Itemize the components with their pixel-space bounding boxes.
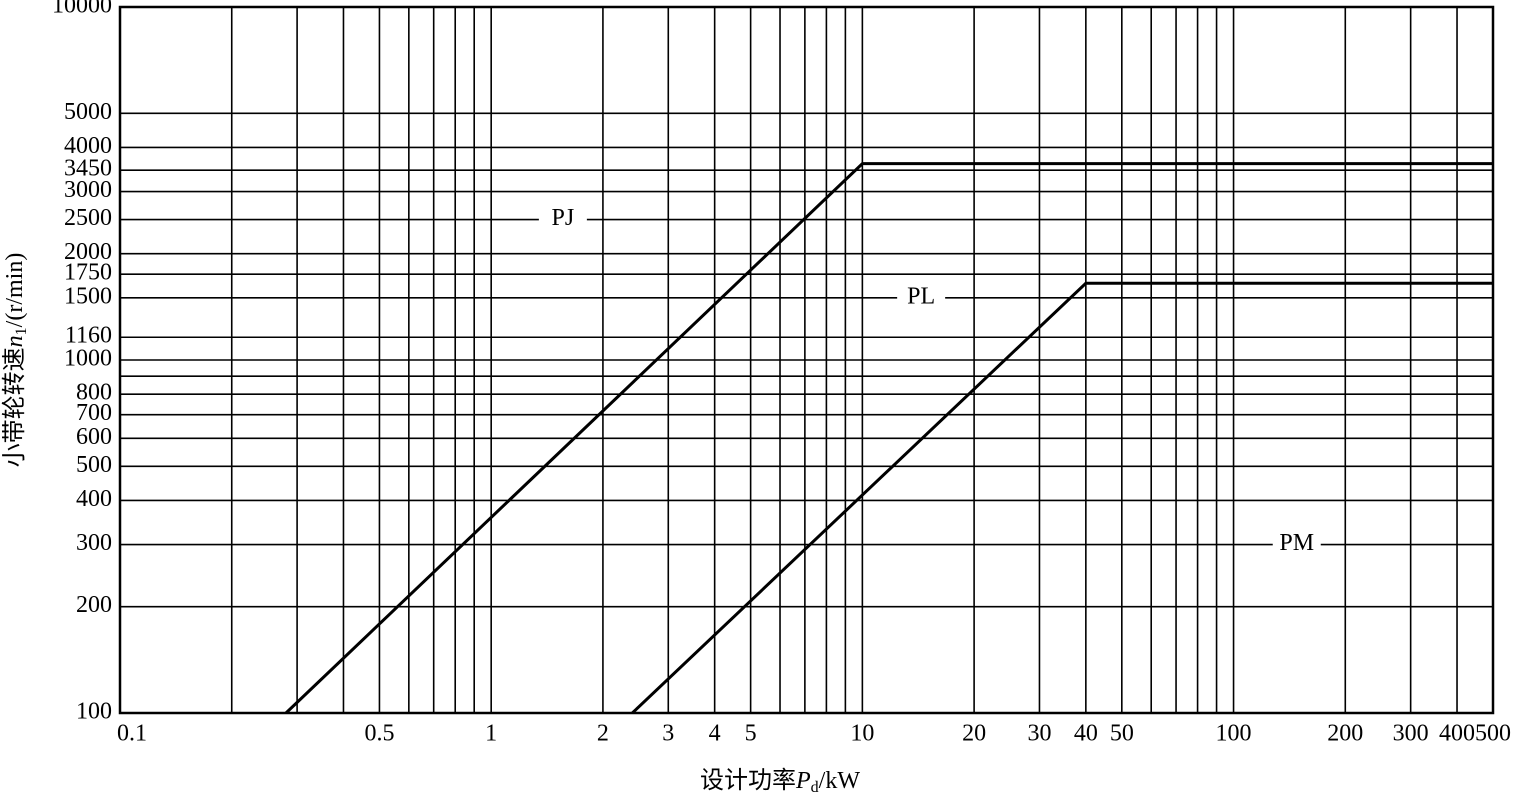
- x-tick-label: 300: [1393, 721, 1429, 747]
- plot-frame: [118, 5, 1495, 715]
- y-tick-label: 500: [76, 452, 112, 478]
- x-tick-label: 400: [1439, 721, 1475, 747]
- y-tick-label: 600: [76, 424, 112, 450]
- label-background: [538, 205, 587, 234]
- y-tick-label: 200: [76, 592, 112, 618]
- y-tick-label: 300: [76, 530, 112, 556]
- y-title-part: n: [2, 335, 28, 347]
- boundary-line: [284, 162, 1493, 715]
- y-tick-label: 1500: [64, 283, 112, 309]
- boundary-line: [631, 281, 1493, 715]
- x-tick-label: 10: [850, 721, 874, 747]
- x-tick-label: 4: [709, 721, 721, 747]
- y-tick-label: 1750: [64, 260, 112, 286]
- y-tick-label: 100: [76, 699, 112, 725]
- x-tick-label: 5: [745, 721, 757, 747]
- x-title-part: /kW: [819, 768, 861, 794]
- y-tick-label: 3450: [64, 156, 112, 182]
- y-tick-label: 700: [76, 400, 112, 426]
- x-tick-label: 0.1: [117, 721, 147, 747]
- y-title-part: 1: [13, 327, 30, 335]
- y-axis-title: 小带轮转速n1/(r/min): [1, 253, 30, 468]
- y-title-part: 小带轮转速: [1, 347, 28, 467]
- y-tick-label: 400: [76, 486, 112, 512]
- x-tick-label: 40: [1074, 721, 1098, 747]
- y-tick-label: 1000: [64, 346, 112, 372]
- x-tick-label: 100: [1216, 721, 1252, 747]
- y-tick-label: 5000: [64, 99, 112, 125]
- y-tick-label: 800: [76, 380, 112, 406]
- x-tick-label: 3: [662, 721, 674, 747]
- label-background: [897, 283, 946, 312]
- y-tick-label: 10000: [52, 0, 112, 19]
- region-label: PM: [1279, 530, 1314, 556]
- x-tick-label: 200: [1327, 721, 1363, 747]
- x-title-part: d: [811, 779, 819, 796]
- label-background: [1272, 530, 1321, 559]
- region-label: PL: [907, 283, 935, 309]
- x-tick-label: 2: [597, 721, 609, 747]
- x-tick-label: 0.5: [364, 721, 394, 747]
- y-tick-label: 3000: [64, 177, 112, 203]
- x-tick-label: 1: [485, 721, 497, 747]
- y-title-part: /(r/min): [2, 253, 28, 328]
- y-tick-label: 1160: [65, 323, 112, 349]
- x-title-part: P: [795, 768, 811, 794]
- x-tick-label: 500: [1475, 721, 1511, 747]
- x-title-part: 设计功率: [700, 767, 796, 794]
- region-label: PJ: [552, 205, 575, 231]
- x-tick-label: 30: [1027, 721, 1051, 747]
- x-tick-label: 20: [962, 721, 986, 747]
- y-tick-label: 2500: [64, 205, 112, 231]
- x-tick-label: 50: [1110, 721, 1134, 747]
- x-axis-title: 设计功率Pd/kW: [700, 767, 860, 796]
- y-tick-label: 2000: [64, 239, 112, 265]
- y-tick-label: 4000: [64, 133, 112, 159]
